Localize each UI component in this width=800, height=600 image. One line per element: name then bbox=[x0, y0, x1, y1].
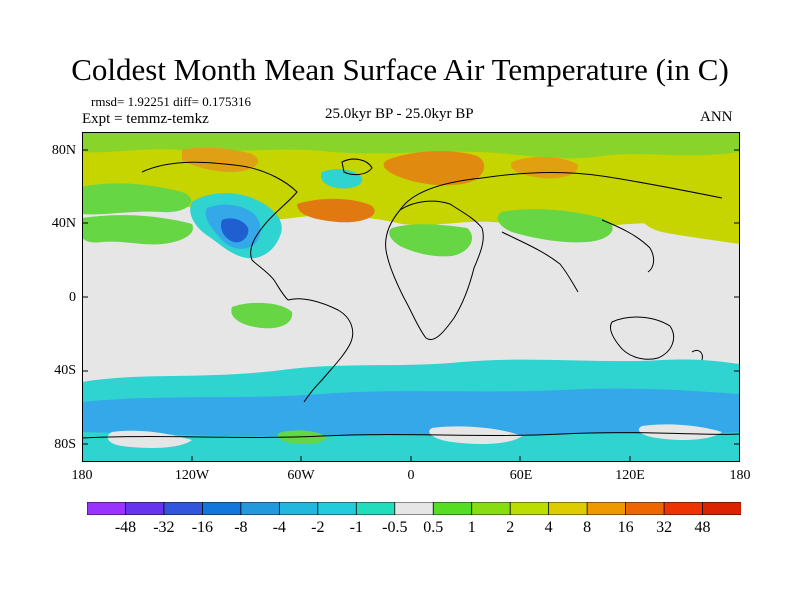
eurasia-orange-patch bbox=[383, 151, 485, 186]
colorbar-label: 48 bbox=[694, 519, 711, 536]
colorbar-swatch bbox=[471, 502, 511, 515]
europe-orange-patch bbox=[297, 198, 375, 223]
lon-label-180w: 180 bbox=[71, 468, 93, 483]
colorbar bbox=[87, 502, 741, 515]
colorbar-label: -8 bbox=[234, 519, 248, 536]
colorbar-swatch bbox=[125, 502, 165, 515]
colorbar-label: -16 bbox=[191, 519, 214, 536]
colorbar-swatch bbox=[586, 502, 627, 515]
lon-label-60e: 60E bbox=[509, 468, 533, 483]
colorbar-swatch bbox=[394, 502, 434, 515]
colorbar-label: 0.5 bbox=[423, 519, 444, 536]
colorbar-swatch bbox=[432, 502, 473, 515]
map-title: Coldest Month Mean Surface Air Temperatu… bbox=[71, 52, 729, 87]
colorbar-swatch bbox=[163, 502, 204, 515]
north-pacific-green bbox=[82, 183, 192, 215]
colorbar-swatch bbox=[87, 502, 127, 515]
colorbar-swatch bbox=[317, 502, 357, 515]
lat-label-80s: 80S bbox=[54, 437, 76, 452]
coastlines bbox=[82, 158, 740, 439]
colorbar-label: 8 bbox=[583, 519, 592, 536]
colorbar-label: -4 bbox=[272, 519, 287, 536]
lat-label-80n: 80N bbox=[51, 143, 76, 158]
lat-label-0: 0 bbox=[69, 290, 76, 305]
colorbar-label: -2 bbox=[311, 519, 325, 536]
colorbar-swatch bbox=[625, 502, 665, 515]
colorbar-swatch bbox=[240, 502, 281, 515]
colorbar-label: 16 bbox=[617, 519, 634, 536]
colorbar-swatch bbox=[355, 502, 396, 515]
colorbar-swatch bbox=[548, 502, 588, 515]
south-pacific-green bbox=[231, 302, 293, 329]
colorbar-label: -48 bbox=[114, 519, 137, 536]
experiment-label: Expt = temmz-temkz bbox=[82, 111, 209, 127]
lon-label-0: 0 bbox=[407, 468, 415, 483]
period-label: 25.0kyr BP - 25.0kyr BP bbox=[325, 106, 474, 122]
lon-label-60w: 60W bbox=[287, 468, 315, 483]
lat-label-40s: 40S bbox=[54, 363, 76, 378]
colorbar-swatch bbox=[202, 502, 242, 515]
stats-label: rmsd= 1.92251 diff= 0.175316 bbox=[91, 94, 251, 109]
colorbar-label: -1 bbox=[349, 519, 363, 536]
pacific-yellow-patch bbox=[640, 208, 740, 244]
north-pacific-subtropic-green bbox=[82, 215, 193, 245]
asia-green-patch bbox=[497, 209, 613, 243]
lon-label-120w: 120W bbox=[174, 468, 210, 483]
north-america-dark-blue-core bbox=[220, 218, 249, 243]
lon-label-180e: 180 bbox=[729, 468, 751, 483]
colorbar-swatch bbox=[509, 502, 550, 515]
colorbar-swatch bbox=[663, 502, 704, 515]
season-label: ANN bbox=[700, 109, 733, 125]
lat-label-40n: 40N bbox=[51, 216, 76, 231]
colorbar-label: 1 bbox=[467, 519, 476, 536]
sahara-green-patch bbox=[389, 224, 472, 257]
colorbar-label: 32 bbox=[656, 519, 673, 536]
southern-ocean-blue-band bbox=[82, 388, 740, 437]
antarctic-neutral-patches bbox=[107, 424, 723, 448]
colorbar-swatch bbox=[702, 502, 741, 515]
colorbar-label: -32 bbox=[153, 519, 175, 536]
colorbar-label: 4 bbox=[544, 519, 553, 536]
colorbar-label: 2 bbox=[506, 519, 515, 536]
map-ticks bbox=[82, 149, 740, 462]
arctic-green-patch bbox=[82, 132, 740, 159]
colorbar-label: -0.5 bbox=[382, 519, 408, 536]
temperature-anomaly-map bbox=[82, 132, 740, 462]
colorbar-swatch bbox=[278, 502, 319, 515]
lon-label-120e: 120E bbox=[615, 468, 645, 483]
